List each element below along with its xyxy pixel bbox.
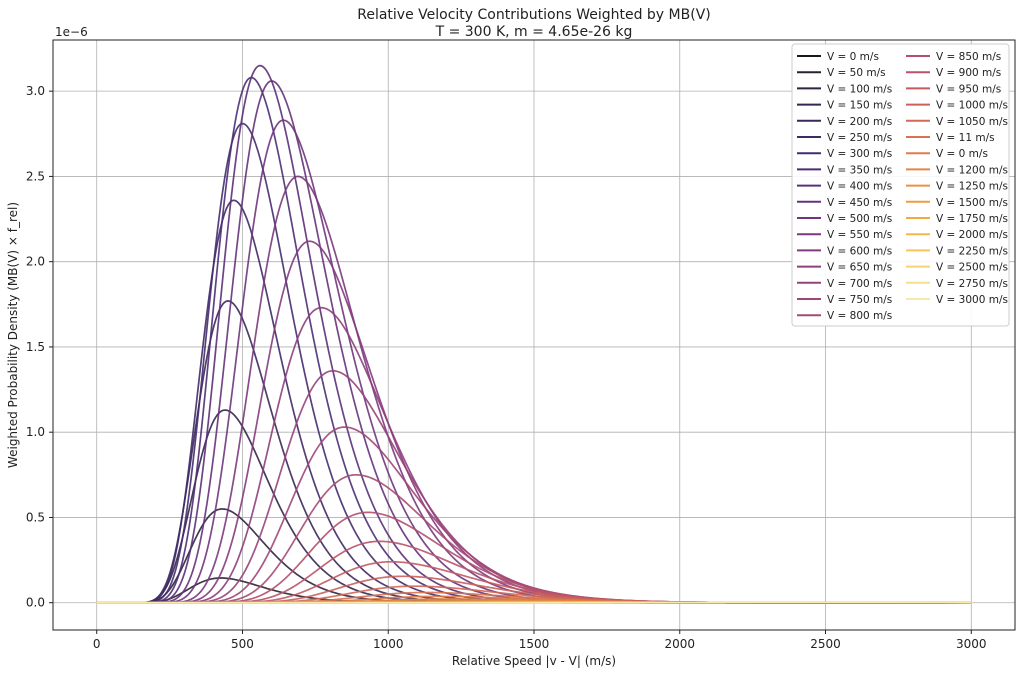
- legend-entry: V = 1000 m/s: [936, 100, 1008, 112]
- y-tick-label: 2.0: [26, 255, 45, 269]
- x-tick-label: 500: [231, 637, 254, 651]
- legend-entry: V = 600 m/s: [827, 245, 892, 257]
- legend-entry: V = 2250 m/s: [936, 245, 1008, 257]
- legend-entry: V = 2500 m/s: [936, 262, 1008, 274]
- legend-entry: V = 1750 m/s: [936, 213, 1008, 225]
- legend-entry: V = 550 m/s: [827, 229, 892, 241]
- legend-entry: V = 11 m/s: [936, 132, 995, 144]
- legend-entry: V = 650 m/s: [827, 262, 892, 274]
- legend-entry: V = 1200 m/s: [936, 164, 1008, 176]
- legend-entry: V = 3000 m/s: [936, 294, 1008, 306]
- legend-entry: V = 300 m/s: [827, 148, 892, 160]
- x-tick-label: 2500: [810, 637, 841, 651]
- y-axis-label: Weighted Probability Density (MB(V) × f_…: [6, 202, 20, 468]
- legend-entry: V = 200 m/s: [827, 116, 892, 128]
- chart-subtitle: T = 300 K, m = 4.65e-26 kg: [435, 24, 633, 40]
- y-tick-label: 1.0: [26, 425, 45, 439]
- y-tick-label: 0.5: [26, 510, 45, 524]
- y-scale-label: 1e−6: [55, 25, 88, 39]
- legend-entry: V = 250 m/s: [827, 132, 892, 144]
- x-tick-label: 0: [93, 637, 101, 651]
- legend-entry: V = 1500 m/s: [936, 197, 1008, 209]
- legend-entry: V = 800 m/s: [827, 310, 892, 322]
- legend-entry: V = 400 m/s: [827, 181, 892, 193]
- legend-entry: V = 350 m/s: [827, 164, 892, 176]
- x-tick-label: 3000: [956, 637, 987, 651]
- legend-entry: V = 2000 m/s: [936, 229, 1008, 241]
- legend-entry: V = 850 m/s: [936, 51, 1001, 63]
- legend-entry: V = 950 m/s: [936, 83, 1001, 95]
- legend: V = 0 m/s V = 50 m/s V = 100 m/s V = 150 m/…: [792, 44, 1009, 326]
- legend-entry: V = 900 m/s: [936, 67, 1001, 79]
- y-tick-label: 2.5: [26, 169, 45, 183]
- x-axis-label: Relative Speed |v - V| (m/s): [452, 654, 616, 668]
- legend-entry: V = 1250 m/s: [936, 181, 1008, 193]
- y-tick-label: 1.5: [26, 340, 45, 354]
- chart-title: Relative Velocity Contributions Weighted…: [357, 7, 710, 23]
- legend-entry: V = 700 m/s: [827, 278, 892, 290]
- x-tick-label: 1000: [373, 637, 404, 651]
- legend-entry: V = 100 m/s: [827, 83, 892, 95]
- legend-entry: V = 50 m/s: [827, 67, 886, 79]
- legend-entry: V = 2750 m/s: [936, 278, 1008, 290]
- legend-entry: V = 0 m/s: [936, 148, 988, 160]
- legend-entry: V = 0 m/s: [827, 51, 879, 63]
- y-tick-label: 0.0: [26, 596, 45, 610]
- legend-entry: V = 450 m/s: [827, 197, 892, 209]
- legend-entry: V = 150 m/s: [827, 100, 892, 112]
- x-tick-label: 2000: [664, 637, 695, 651]
- legend-entry: V = 1050 m/s: [936, 116, 1008, 128]
- legend-entry: V = 500 m/s: [827, 213, 892, 225]
- x-tick-label: 1500: [519, 637, 550, 651]
- legend-entry: V = 750 m/s: [827, 294, 892, 306]
- y-tick-label: 3.0: [26, 84, 45, 98]
